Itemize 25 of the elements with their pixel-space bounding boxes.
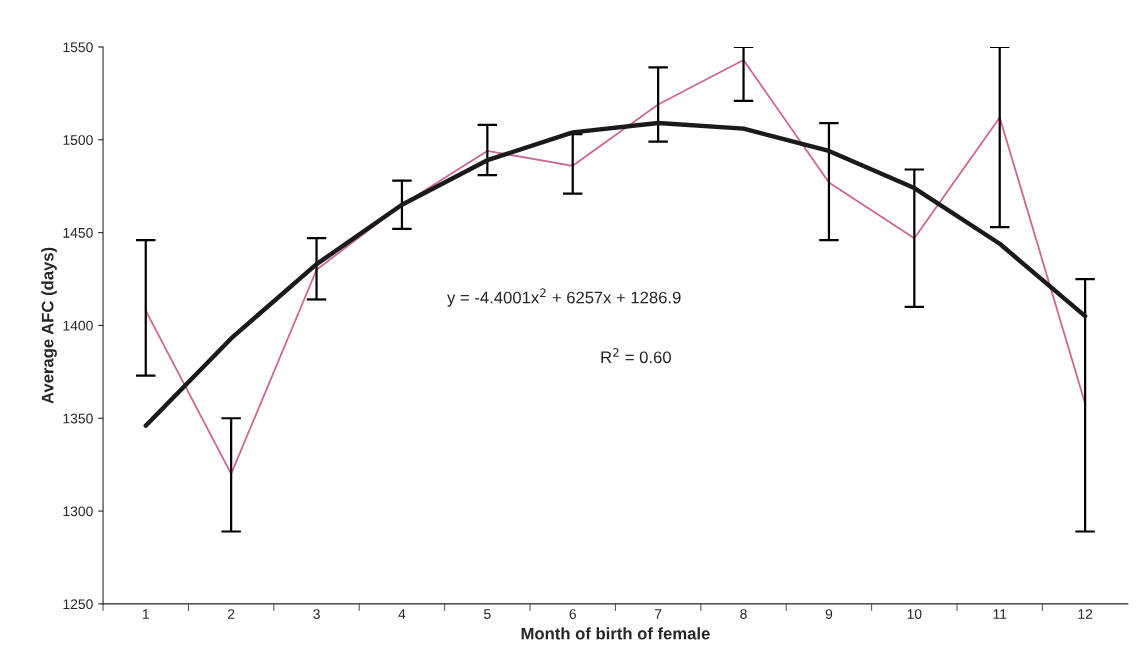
x-tick-label: 5 bbox=[484, 609, 491, 619]
annotation: R$^{2}$ = 0.60 bbox=[601, 347, 671, 364]
x-tick-label: 1 bbox=[142, 609, 149, 619]
y-tick-label: 1300 bbox=[63, 506, 93, 517]
x-tick-label: 6 bbox=[569, 609, 576, 619]
x-tick-label: 11 bbox=[993, 609, 1007, 619]
x-tick-label: 8 bbox=[740, 609, 747, 619]
line-series bbox=[143, 120, 1088, 428]
y-tick-label: 1400 bbox=[63, 320, 93, 331]
y-axis-title: Average AFC (days) bbox=[41, 247, 57, 404]
y-tick-label: 1450 bbox=[63, 227, 93, 238]
x-tick-label: 10 bbox=[907, 609, 922, 619]
x-tick-label: 7 bbox=[654, 609, 662, 619]
y-tick-label: 1350 bbox=[63, 413, 93, 424]
x-tick-label: 12 bbox=[1078, 609, 1093, 619]
x-tick-label: 4 bbox=[398, 609, 406, 619]
x-tick-label: 3 bbox=[313, 609, 320, 619]
y-tick-label: 1500 bbox=[63, 135, 93, 145]
line-series bbox=[144, 59, 1087, 475]
annotation: y = -4.4001x$^{2}$ + 6257x + 1286.9 bbox=[447, 288, 681, 307]
x-tick-label: 2 bbox=[227, 609, 235, 619]
y-tick-label: 1250 bbox=[63, 599, 93, 610]
x-axis-title: Month of birth of female bbox=[521, 627, 710, 640]
x-tick-label: 9 bbox=[825, 609, 833, 619]
y-tick-label: 1550 bbox=[63, 42, 93, 53]
